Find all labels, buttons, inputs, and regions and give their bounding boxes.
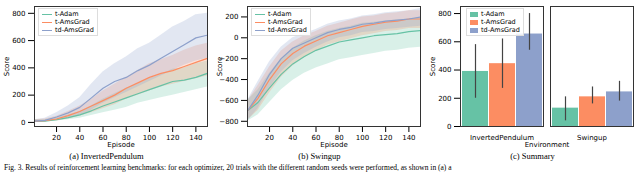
svg-text:40: 40 [75,134,84,142]
svg-text:80: 80 [334,134,344,143]
svg-text:200: 200 [12,91,25,99]
svg-text:−600: −600 [219,97,238,105]
html-text:td-AmsGrad: td-AmsGrad [55,26,94,34]
svg-text:60: 60 [99,134,108,142]
svg-text:0: 0 [234,34,238,42]
svg-text:60: 60 [312,134,321,142]
html-text:t-AmsGrad: t-AmsGrad [55,18,90,26]
html-text:(a) InvertedPendulum: (a) InvertedPendulum [69,151,144,161]
svg-text:120: 120 [166,134,179,142]
html-text:Fig. 3. Results of reinforceme: Fig. 3. Results of reinforcement learnin… [4,163,452,172]
svg-text:−400: −400 [219,75,239,84]
svg-text:40: 40 [288,134,297,142]
svg-text:800: 800 [12,10,25,18]
html-text:t-Adam: t-Adam [268,10,292,18]
html-text:(c) Summary: (c) Summary [510,151,555,161]
html-text:td-AmsGrad: td-AmsGrad [481,26,520,34]
svg-text:100: 100 [356,134,369,142]
svg-text:600: 600 [438,38,451,46]
svg-text:400: 400 [438,66,451,74]
svg-text:400: 400 [12,64,25,72]
html-text:td-AmsGrad: td-AmsGrad [268,26,307,34]
svg-text:100: 100 [143,134,156,142]
svg-text:80: 80 [121,134,131,143]
svg-text:Score: Score [216,57,224,77]
svg-text:0: 0 [21,119,25,127]
html-text:t-Adam: t-Adam [481,10,505,18]
svg-text:Episode: Episode [107,141,135,149]
html-text:t-AmsGrad: t-AmsGrad [481,18,516,26]
svg-text:Swingup: Swingup [577,134,607,142]
svg-text:200: 200 [438,95,451,103]
svg-text:Score: Score [429,57,437,77]
svg-text:−200: −200 [219,54,239,63]
svg-text:Score: Score [3,57,11,77]
svg-text:InvertedPendulum: InvertedPendulum [469,134,535,143]
svg-text:140: 140 [402,134,415,142]
svg-text:Episode: Episode [320,141,348,149]
svg-text:200: 200 [225,13,238,21]
svg-text:−800: −800 [219,118,238,126]
svg-text:0: 0 [447,123,451,131]
svg-text:140: 140 [189,134,202,142]
html-text:t-AmsGrad: t-AmsGrad [268,18,303,26]
svg-text:20: 20 [265,134,274,142]
svg-text:800: 800 [438,10,451,18]
svg-text:Environment: Environment [525,141,570,149]
svg-text:120: 120 [379,134,392,142]
svg-text:600: 600 [12,37,25,45]
html-text:t-Adam: t-Adam [55,10,79,18]
svg-text:20: 20 [52,134,61,142]
html-text:(b) Swingup: (b) Swingup [298,151,341,161]
